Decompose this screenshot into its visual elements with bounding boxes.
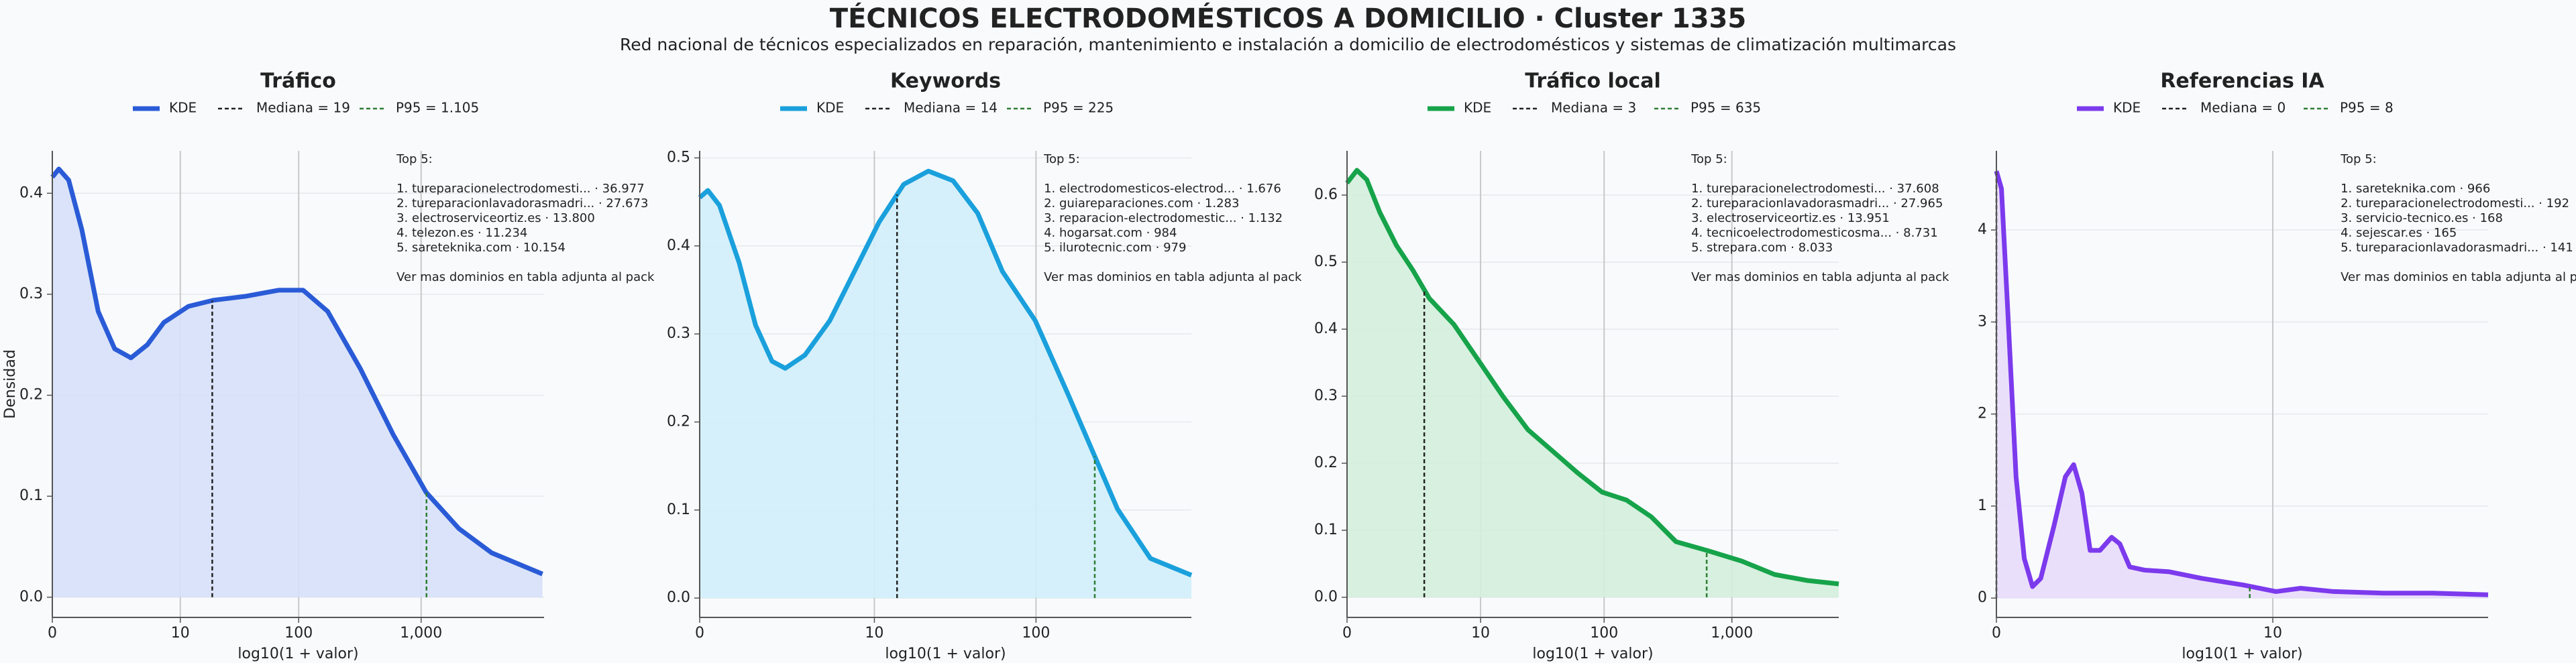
y-axis-label: Densidad xyxy=(2,349,19,418)
y-tick-label: 0.5 xyxy=(1314,253,1338,270)
legend-label: P95 = 635 xyxy=(1690,100,1761,116)
legend-label: Mediana = 14 xyxy=(904,100,998,116)
legend-label: P95 = 225 xyxy=(1043,100,1114,116)
annotation-line: 2. tureparacionelectrodomesti... · 192 xyxy=(2341,196,2569,210)
x-tick-label: 0 xyxy=(48,625,57,642)
y-tick-label: 0.3 xyxy=(19,286,43,302)
annotation-line: 2. tureparacionlavadorasmadri... · 27.96… xyxy=(1691,196,1943,210)
figure-title: TÉCNICOS ELECTRODOMÉSTICOS A DOMICILIO ·… xyxy=(830,2,1746,34)
y-tick-label: 0.2 xyxy=(19,387,43,404)
annotation-line: 3. servicio-tecnico.es · 168 xyxy=(2341,211,2503,225)
legend-label: Mediana = 0 xyxy=(2200,100,2286,116)
x-tick-label: 0 xyxy=(1342,625,1352,642)
annotation-line: 1. sareteknika.com · 966 xyxy=(2341,182,2490,196)
panel-title: Tráfico xyxy=(260,70,336,93)
panel-title: Referencias IA xyxy=(2160,70,2324,93)
legend-label: KDE xyxy=(2113,100,2141,116)
x-axis-label: log10(1 + valor) xyxy=(237,646,358,662)
x-tick-label: 0 xyxy=(695,625,704,642)
y-tick-label: 0 xyxy=(1978,589,1987,606)
figure-subtitle: Red nacional de técnicos especializados … xyxy=(620,35,1956,54)
annotation-line: 4. tecnicoelectrodomesticosma... · 8.731 xyxy=(1691,226,1938,240)
y-tick-label: 2 xyxy=(1978,406,1987,422)
y-tick-label: 0.5 xyxy=(667,149,690,166)
annotation-line: 2. guiareparaciones.com · 1.283 xyxy=(1044,196,1239,210)
y-tick-label: 0.1 xyxy=(19,487,43,504)
y-tick-label: 0.3 xyxy=(1314,387,1338,404)
panel-title: Tráfico local xyxy=(1525,70,1661,93)
y-tick-label: 0.6 xyxy=(1314,186,1338,203)
annotation-line: 1. electrodomesticos-electrod... · 1.676 xyxy=(1044,182,1281,196)
annotation-line: 3. electroserviceortiz.es · 13.800 xyxy=(396,211,595,225)
legend-label: P95 = 8 xyxy=(2340,100,2394,116)
annotation-line: 1. tureparacionelectrodomesti... · 36.97… xyxy=(396,182,645,196)
x-tick-label: 10 xyxy=(1471,625,1490,642)
x-tick-label: 0 xyxy=(1992,625,2001,642)
y-tick-label: 1 xyxy=(1978,497,1987,514)
y-tick-label: 0.4 xyxy=(1314,320,1338,337)
x-tick-label: 10 xyxy=(865,625,883,642)
kde-area xyxy=(52,169,543,597)
annotation-line: 4. telezon.es · 11.234 xyxy=(396,226,527,240)
legend-label: KDE xyxy=(1464,100,1491,116)
kde-line xyxy=(1345,168,1839,587)
legend-label: KDE xyxy=(169,100,197,116)
annotation-footer: Ver mas dominios en tabla adjunta al pac… xyxy=(2341,270,2576,284)
annotation-line: 3. electroserviceortiz.es · 13.951 xyxy=(1691,211,1890,225)
annotation-title: Top 5: xyxy=(1690,152,1727,166)
legend-label: Mediana = 19 xyxy=(256,100,350,116)
annotation-footer: Ver mas dominios en tabla adjunta al pac… xyxy=(1044,270,1302,284)
y-tick-label: 3 xyxy=(1978,313,1987,330)
annotation-line: 5. tureparacionlavadorasmadri... · 141 xyxy=(2341,241,2573,255)
annotation-line: 3. reparacion-electrodomestic... · 1.132 xyxy=(1044,211,1283,225)
y-tick-label: 0.0 xyxy=(19,589,43,605)
annotation-title: Top 5: xyxy=(2340,152,2377,166)
y-tick-label: 0.4 xyxy=(667,237,690,254)
y-tick-label: 0.3 xyxy=(667,325,690,342)
annotation-title: Top 5: xyxy=(396,152,433,166)
x-tick-label: 1,000 xyxy=(1711,625,1753,642)
kde-area xyxy=(1347,170,1839,597)
annotation-footer: Ver mas dominios en tabla adjunta al pac… xyxy=(396,270,655,284)
y-tick-label: 0.1 xyxy=(667,501,690,518)
annotation-line: 1. tureparacionelectrodomesti... · 37.60… xyxy=(1691,182,1939,196)
kde-line xyxy=(1994,170,2489,597)
y-tick-label: 0.2 xyxy=(667,413,690,430)
annotation-line: 5. sareteknika.com · 10.154 xyxy=(396,241,566,255)
y-tick-label: 0.4 xyxy=(19,184,43,201)
legend-label: KDE xyxy=(816,100,844,116)
annotation-line: 5. ilurotecnic.com · 979 xyxy=(1044,241,1186,255)
x-tick-label: 10 xyxy=(2263,625,2282,642)
y-tick-label: 4 xyxy=(1978,221,1987,238)
x-tick-label: 100 xyxy=(1022,625,1050,642)
kde-area xyxy=(700,171,1191,599)
legend-label: P95 = 1.105 xyxy=(396,100,479,116)
annotation-line: 4. hogarsat.com · 984 xyxy=(1044,226,1177,240)
x-tick-label: 10 xyxy=(171,625,190,642)
kde-line xyxy=(50,166,543,577)
annotation-title: Top 5: xyxy=(1043,152,1080,166)
x-axis-label: log10(1 + valor) xyxy=(2182,646,2302,662)
x-axis-label: log10(1 + valor) xyxy=(885,646,1006,662)
y-tick-label: 0.2 xyxy=(1314,455,1338,471)
annotation-footer: Ver mas dominios en tabla adjunta al pac… xyxy=(1691,270,1949,284)
y-tick-label: 0.0 xyxy=(1314,589,1338,605)
x-tick-label: 1,000 xyxy=(400,625,442,642)
annotation-line: 5. strepara.com · 8.033 xyxy=(1691,241,1833,255)
legend-label: Mediana = 3 xyxy=(1551,100,1636,116)
kde-line xyxy=(698,168,1193,578)
y-tick-label: 0.1 xyxy=(1314,522,1338,538)
x-axis-label: log10(1 + valor) xyxy=(1532,646,1653,662)
annotation-line: 4. sejescar.es · 165 xyxy=(2341,226,2457,240)
x-tick-label: 100 xyxy=(284,625,313,642)
annotation-line: 2. tureparacionlavadorasmadri... · 27.67… xyxy=(396,196,648,210)
panel-title: Keywords xyxy=(890,70,1001,93)
y-tick-label: 0.0 xyxy=(667,589,690,606)
x-tick-label: 100 xyxy=(1590,625,1618,642)
